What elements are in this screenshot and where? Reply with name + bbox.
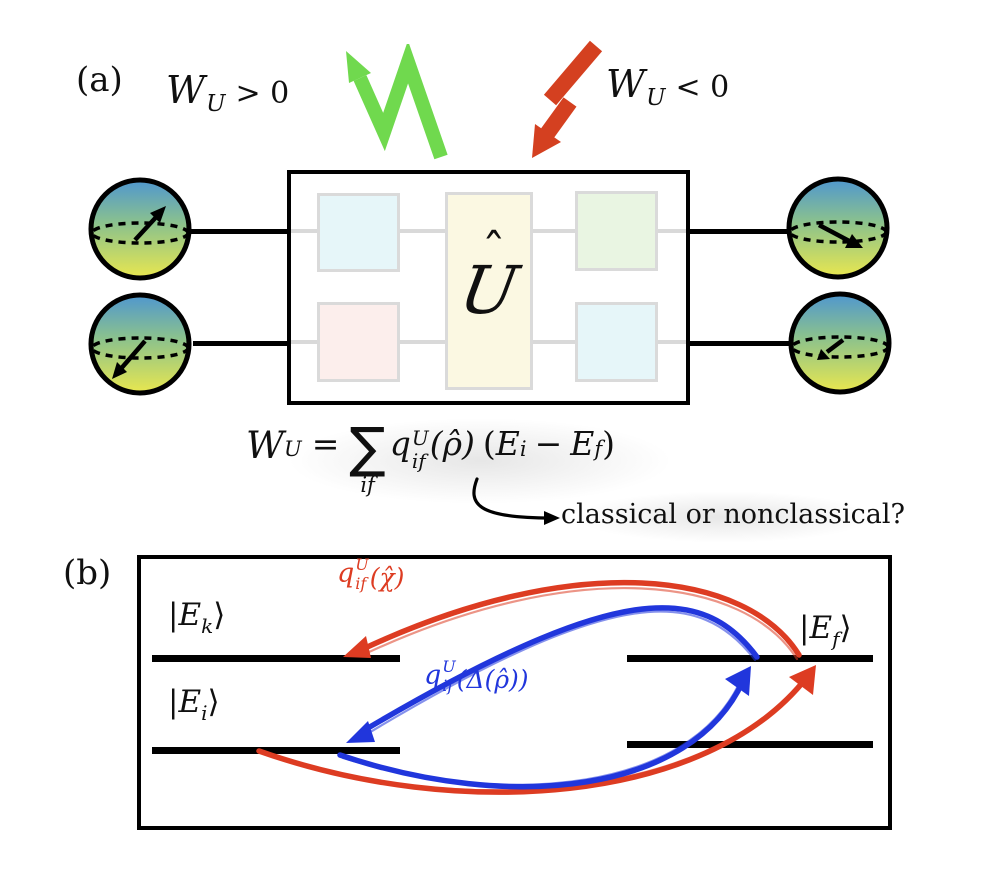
minus-sign: − bbox=[534, 424, 563, 463]
ket-bar: | bbox=[168, 597, 179, 633]
energy-final: E bbox=[570, 424, 595, 463]
red-quasiprobability-label: q U if (χ̂) bbox=[337, 557, 405, 593]
formula-equals: = bbox=[311, 424, 340, 463]
gate-bottom-left bbox=[317, 302, 400, 382]
formula-w: W bbox=[246, 424, 285, 467]
q-argument: (ρ̂) bbox=[429, 424, 475, 463]
output-wire-top bbox=[688, 229, 787, 234]
q-indices: U if bbox=[442, 659, 455, 694]
gate-bottom-right bbox=[575, 302, 658, 382]
work-comparison: < 0 bbox=[675, 70, 730, 105]
q-subscript: if bbox=[442, 676, 454, 695]
blue-quasiprobability-label: q U if (Δ(ρ̂)) bbox=[424, 659, 529, 695]
ket-angle: ⟩ bbox=[839, 610, 852, 646]
level-line-ek bbox=[152, 655, 400, 662]
panel-a-label: (a) bbox=[76, 60, 123, 100]
output-wire-bottom bbox=[688, 341, 789, 346]
gate-unitary bbox=[445, 192, 533, 390]
input-wire-bottom bbox=[193, 341, 289, 346]
panel-b-label: (b) bbox=[63, 553, 112, 593]
ket-angle: ⟩ bbox=[207, 684, 220, 720]
bloch-sphere-input-bottom bbox=[88, 292, 192, 396]
red-transition-arrows bbox=[256, 579, 816, 795]
bloch-sphere-output-top bbox=[786, 176, 890, 280]
annotation-arrow-icon bbox=[472, 477, 560, 525]
level-line-right-lower bbox=[627, 741, 873, 748]
work-symbol: W bbox=[606, 62, 646, 106]
work-negative-label: WU < 0 bbox=[606, 62, 730, 111]
bloch-sphere-output-bottom bbox=[788, 291, 892, 395]
bloch-sphere-input-top bbox=[88, 177, 192, 281]
sum-symbol: ∑ bbox=[349, 416, 386, 479]
sum-indices: if bbox=[360, 473, 375, 498]
formula-q: q bbox=[389, 424, 411, 463]
ket-symbol: E bbox=[178, 597, 202, 633]
negative-work-bolt-icon bbox=[532, 40, 603, 158]
energy-initial: E bbox=[495, 424, 520, 463]
q-indices: U if bbox=[355, 557, 368, 592]
unitary-symbol: ˆ U bbox=[445, 192, 533, 390]
paren-open: ( bbox=[482, 424, 496, 463]
ket-bar: | bbox=[168, 684, 179, 720]
circuit-box: ˆ U bbox=[287, 170, 690, 405]
work-comparison: > 0 bbox=[235, 76, 290, 111]
work-symbol-sub: U bbox=[206, 91, 226, 117]
ket-angle: ⟩ bbox=[213, 597, 226, 633]
ket-symbol: E bbox=[178, 684, 202, 720]
q-symbol: q bbox=[424, 660, 442, 691]
q-subscript: if bbox=[355, 574, 367, 593]
energy-initial-sub: i bbox=[519, 437, 527, 461]
q-indices: U if bbox=[412, 428, 429, 471]
blue-transition-arrows bbox=[337, 605, 760, 790]
ket-bar: | bbox=[799, 610, 810, 646]
work-symbol-sub: U bbox=[646, 85, 666, 111]
q-subscript: if bbox=[411, 449, 426, 473]
summation: ∑ if bbox=[349, 416, 386, 498]
ket-sub: f bbox=[832, 627, 840, 651]
formula-shadow bbox=[235, 406, 725, 516]
gate-top-left bbox=[317, 193, 400, 272]
positive-work-bolt-icon bbox=[346, 44, 448, 160]
work-symbol: W bbox=[166, 68, 206, 112]
question-shadow bbox=[533, 484, 915, 550]
classicality-question: classical or nonclassical? bbox=[561, 499, 905, 530]
gate-top-right bbox=[575, 191, 658, 271]
q-superscript: U bbox=[411, 426, 429, 450]
paren-close: ) bbox=[602, 424, 616, 463]
unitary-letter: U bbox=[454, 252, 524, 329]
ket-ei: |Ei⟩ bbox=[168, 684, 220, 725]
q-superscript: U bbox=[355, 555, 369, 574]
ket-ek: |Ek⟩ bbox=[168, 597, 226, 638]
formula-w-sub: U bbox=[284, 437, 302, 461]
level-line-ef bbox=[627, 655, 873, 662]
energy-final-sub: f bbox=[594, 437, 603, 461]
work-positive-label: WU > 0 bbox=[166, 68, 290, 117]
ket-symbol: E bbox=[809, 610, 833, 646]
unitary-hat: ˆ bbox=[481, 224, 506, 280]
energy-diagram-graphics bbox=[152, 579, 873, 795]
input-wire-top bbox=[190, 229, 289, 234]
q-symbol: q bbox=[337, 558, 355, 589]
ket-ef: |Ef⟩ bbox=[799, 610, 852, 651]
ket-sub: i bbox=[201, 701, 208, 725]
q-superscript: U bbox=[442, 657, 456, 676]
q-argument: (Δ(ρ̂)) bbox=[456, 665, 529, 694]
ket-sub: k bbox=[201, 614, 214, 638]
level-line-ei bbox=[152, 747, 400, 754]
q-argument: (χ̂) bbox=[369, 563, 405, 592]
